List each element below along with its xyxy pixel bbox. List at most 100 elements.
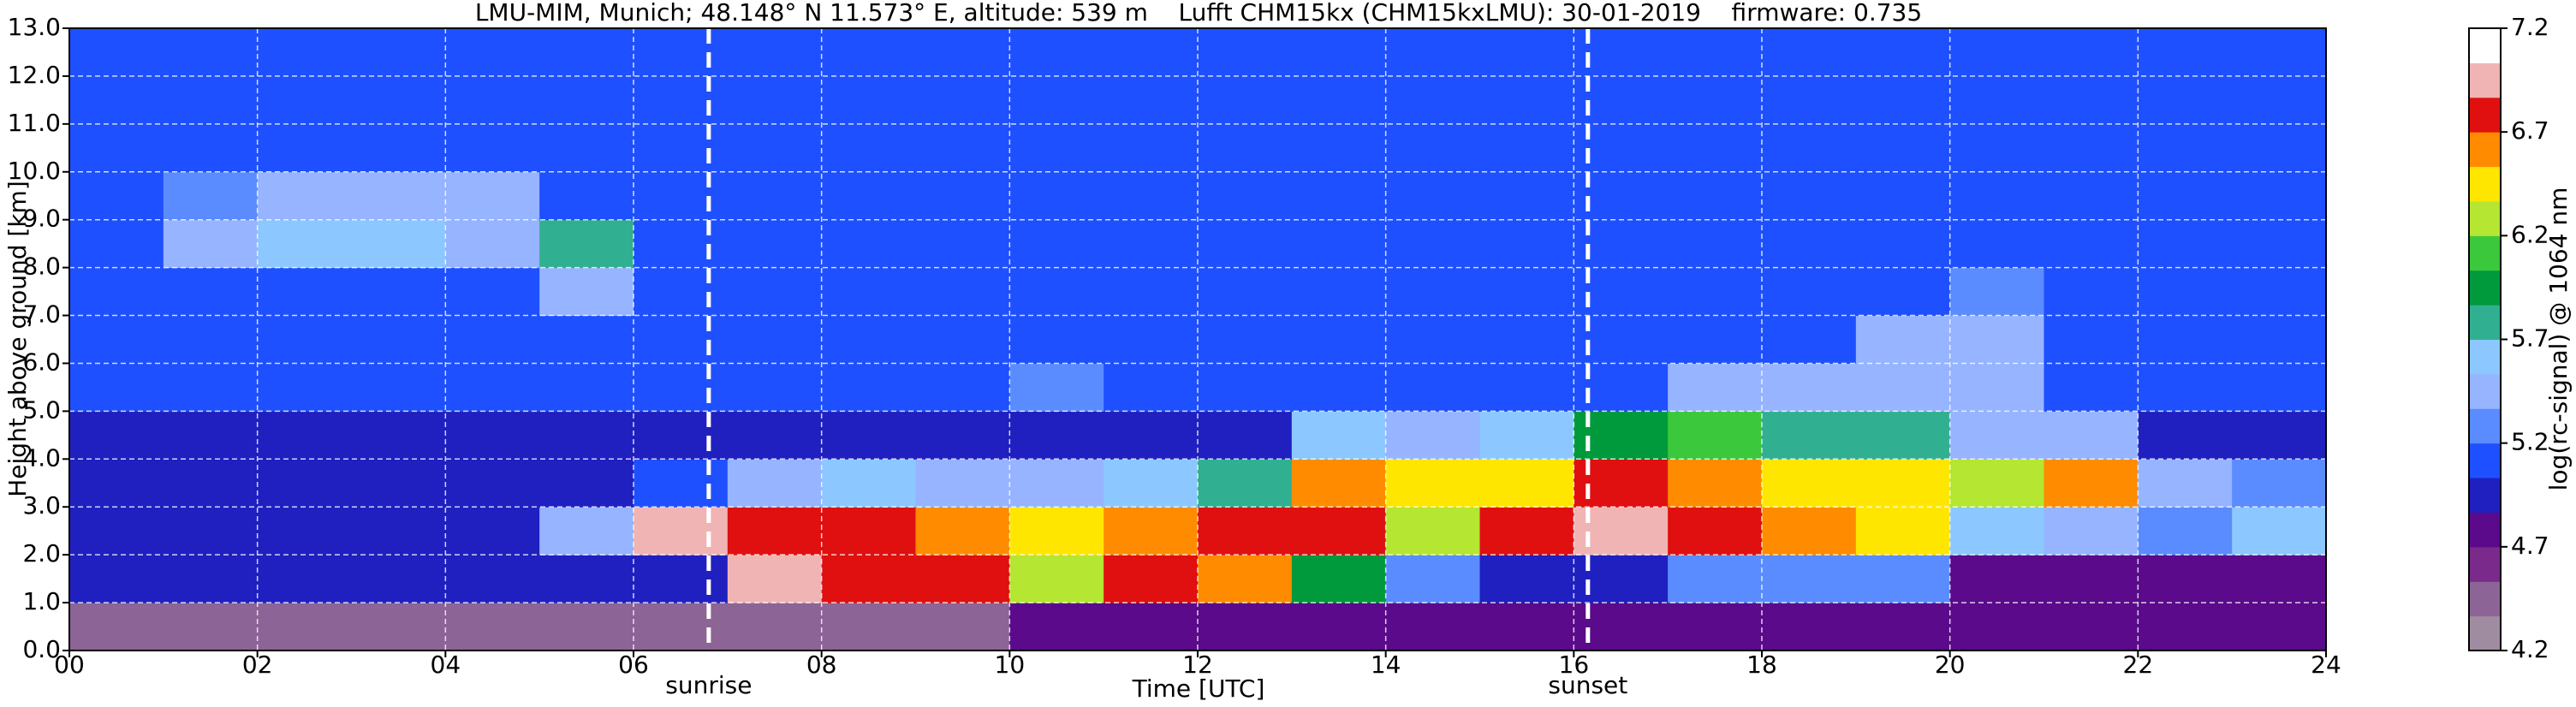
heatmap-cell [1855, 603, 1951, 651]
heatmap-cell [634, 411, 729, 460]
heatmap-cell [69, 315, 164, 364]
x-axis-label: Time [UTC] [1132, 674, 1265, 703]
heatmap-cell [539, 267, 634, 317]
heatmap-cell [1009, 315, 1104, 364]
event-label: sunrise [665, 671, 752, 699]
heatmap-cell [915, 75, 1010, 125]
heatmap-cell [2232, 507, 2327, 556]
heatmap-cell [257, 363, 352, 412]
heatmap-cell [727, 507, 823, 556]
heatmap-cell [1104, 315, 1199, 364]
heatmap-cell [445, 555, 540, 603]
heatmap-cell [1009, 603, 1104, 651]
x-tick-label: 24 [2311, 651, 2341, 679]
heatmap-cell [1949, 267, 2044, 317]
heatmap-cell [1479, 603, 1574, 651]
heatmap-cell [1479, 28, 1574, 77]
heatmap-cell [727, 555, 823, 603]
heatmap-cell [1762, 219, 1857, 269]
heatmap-cell [539, 75, 634, 125]
heatmap-cell [1385, 411, 1480, 460]
heatmap-cell [727, 28, 823, 77]
heatmap-cell [2044, 75, 2139, 125]
heatmap-cell [821, 171, 916, 221]
chart-title: LMU-MIM, Munich; 48.148° N 11.573° E, al… [475, 0, 1922, 27]
heatmap-cell [1762, 459, 1857, 508]
heatmap-cell [163, 411, 259, 460]
colorbar-segment [2469, 408, 2501, 444]
heatmap-cell [539, 603, 634, 651]
heatmap-cell [69, 363, 164, 412]
colorbar-segment [2469, 512, 2501, 548]
heatmap-cell [445, 603, 540, 651]
heatmap-cell [257, 171, 352, 221]
heatmap-cell [2044, 459, 2139, 508]
heatmap-cell [69, 555, 164, 603]
heatmap-cell [69, 171, 164, 221]
heatmap-cell [1855, 555, 1951, 603]
heatmap-cell [1198, 123, 1293, 173]
heatmap-cell [915, 459, 1010, 508]
heatmap-cell [1104, 267, 1199, 317]
heatmap-cell [1385, 555, 1480, 603]
heatmap-cell [163, 75, 259, 125]
heatmap-cell [915, 507, 1010, 556]
heatmap-cell [821, 459, 916, 508]
y-tick-label: 4.0 [22, 443, 61, 472]
heatmap-cell [1479, 267, 1574, 317]
heatmap-cell [539, 507, 634, 556]
heatmap-cell [539, 219, 634, 269]
colorbar-segment [2469, 166, 2501, 202]
heatmap-cell [1479, 459, 1574, 508]
heatmap-cell [1104, 555, 1199, 603]
heatmap-cell [2232, 603, 2327, 651]
heatmap-cell [1855, 28, 1951, 77]
heatmap-cell [1479, 123, 1574, 173]
heatmap-cell [821, 507, 916, 556]
heatmap-cell [2044, 123, 2139, 173]
heatmap-cell [1385, 363, 1480, 412]
heatmap-cell [2044, 363, 2139, 412]
heatmap-cell [1385, 219, 1480, 269]
heatmap-cell [1291, 75, 1387, 125]
heatmap-cell [1009, 75, 1104, 125]
heatmap-cell [1198, 411, 1293, 460]
heatmap-cell [727, 315, 823, 364]
heatmap-cell [1479, 171, 1574, 221]
y-tick-label: 10.0 [8, 157, 61, 185]
heatmap-cell [1668, 507, 1763, 556]
heatmap-cell [1104, 219, 1199, 269]
colorbar-segment [2469, 62, 2501, 98]
heatmap-cell [727, 459, 823, 508]
heatmap-cell [634, 28, 729, 77]
heatmap-cell [539, 171, 634, 221]
heatmap-cell [1949, 315, 2044, 364]
colorbar-segment [2469, 615, 2501, 651]
heatmap-cell [69, 459, 164, 508]
heatmap-cell [727, 75, 823, 125]
heatmap-cell [915, 315, 1010, 364]
colorbar-segment [2469, 97, 2501, 133]
y-tick-label: 2.0 [22, 539, 61, 567]
heatmap-cell [69, 603, 164, 651]
heatmap-cell [1009, 555, 1104, 603]
heatmap-cell [1104, 123, 1199, 173]
heatmap-cell [539, 315, 634, 364]
heatmap-cell [1762, 123, 1857, 173]
colorbar-segment [2469, 28, 2501, 63]
heatmap-cell [1762, 28, 1857, 77]
colorbar-segment [2469, 581, 2501, 617]
heatmap-cell [727, 603, 823, 651]
heatmap-cell [727, 219, 823, 269]
heatmap-cell [1104, 75, 1199, 125]
heatmap-cell [1479, 555, 1574, 603]
heatmap-cell [634, 75, 729, 125]
y-tick-label: 12.0 [8, 61, 61, 89]
heatmap-cell [351, 28, 446, 77]
heatmap-cell [351, 267, 446, 317]
y-tick-label: 8.0 [22, 253, 61, 281]
heatmap-cell [1009, 267, 1104, 317]
y-tick-label: 0.0 [22, 635, 61, 663]
y-axis-label: Height above ground [km] [3, 181, 32, 497]
heatmap-cell [1385, 603, 1480, 651]
